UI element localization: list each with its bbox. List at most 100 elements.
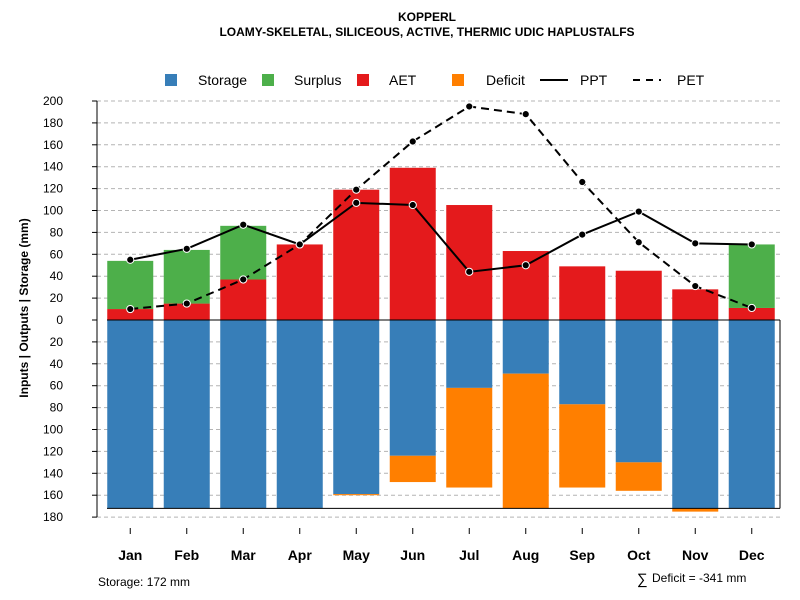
y-tick-label: 40 (50, 269, 64, 283)
legend-label-deficit: Deficit (486, 72, 525, 88)
y-tick-label: 200 (43, 94, 63, 108)
bar-deficit (389, 455, 436, 483)
legend-label-storage: Storage (198, 72, 247, 88)
point-ppt (634, 207, 643, 216)
point-ppt (691, 239, 700, 248)
point-pet (521, 110, 530, 119)
point-pet (465, 102, 474, 111)
y-tick-label: 60 (50, 247, 64, 261)
point-pet (182, 299, 191, 308)
bar-storage (615, 320, 662, 463)
point-pet (578, 177, 587, 187)
bar-deficit (615, 462, 662, 491)
point-ppt (408, 200, 417, 210)
bar-aet (559, 266, 606, 320)
y-tick-label: 160 (43, 488, 63, 502)
legend: Storage Surplus AET Deficit PPT PET (165, 72, 705, 88)
bar-aet (672, 289, 719, 320)
legend-label-ppt: PPT (580, 72, 608, 88)
legend-swatch-storage (165, 74, 177, 86)
point-ppt (126, 255, 135, 264)
deficit-sum-symbol: ∑ (637, 571, 648, 588)
y-axis-label: Inputs | Outputs | Storage (mm) (17, 218, 31, 397)
bar-aet (615, 270, 662, 320)
bar-surplus (107, 260, 154, 310)
x-tick-label-jul: Jul (459, 547, 479, 563)
legend-label-aet: AET (389, 72, 417, 88)
legend-swatch-aet (357, 74, 369, 86)
x-tick-label-feb: Feb (174, 547, 199, 563)
bar-aet (389, 167, 436, 320)
point-pet (747, 303, 756, 313)
x-tick-label-mar: Mar (231, 547, 256, 563)
point-pet (691, 281, 700, 291)
legend-swatch-deficit (452, 74, 464, 86)
series-lines (126, 102, 756, 314)
axes: 2001801601401201008060402002040608010012… (43, 94, 765, 563)
storage-footnote: Storage: 172 mm (98, 575, 190, 589)
x-tick-label-jun: Jun (400, 547, 425, 563)
bars (107, 167, 781, 512)
y-tick-label: 100 (43, 204, 63, 218)
y-tick-label: 80 (50, 225, 64, 239)
bar-surplus (220, 225, 267, 280)
point-ppt (465, 267, 474, 276)
bar-deficit (446, 387, 493, 488)
point-ppt (747, 240, 756, 249)
point-pet (239, 275, 248, 284)
y-tick-label: 160 (43, 138, 63, 152)
x-tick-label-dec: Dec (739, 547, 765, 563)
x-tick-label-sep: Sep (569, 547, 595, 563)
line-ppt (130, 201, 752, 273)
bar-storage (559, 320, 606, 405)
bar-aet (107, 309, 154, 320)
y-tick-label: 20 (50, 291, 64, 305)
point-ppt (521, 261, 530, 270)
bar-deficit (559, 404, 606, 488)
bar-aet (220, 279, 267, 320)
y-tick-label: 0 (56, 313, 63, 327)
point-pet (352, 185, 361, 194)
bar-storage (107, 320, 154, 509)
x-tick-label-apr: Apr (288, 547, 313, 563)
point-ppt (578, 230, 587, 239)
y-tick-label: 80 (50, 401, 64, 415)
x-tick-label-aug: Aug (512, 547, 539, 563)
bar-storage (446, 320, 493, 388)
legend-swatch-surplus (262, 74, 274, 86)
y-tick-label: 20 (50, 335, 64, 349)
bar-aet (163, 303, 210, 320)
x-tick-label-oct: Oct (627, 547, 651, 563)
bar-deficit (672, 508, 719, 512)
bar-storage (163, 320, 210, 509)
point-pet (408, 137, 417, 146)
y-tick-label: 140 (43, 160, 63, 174)
y-tick-label: 100 (43, 423, 63, 437)
y-tick-label: 60 (50, 379, 64, 393)
bar-surplus (728, 244, 775, 308)
bar-aet (728, 307, 775, 320)
legend-label-pet: PET (677, 72, 705, 88)
chart-subtitle: LOAMY-SKELETAL, SILICEOUS, ACTIVE, THERM… (219, 25, 634, 39)
point-ppt (352, 198, 361, 207)
bar-aet (276, 244, 323, 320)
chart-title: KOPPERL (398, 10, 456, 24)
point-pet (634, 238, 643, 247)
gridlines (97, 100, 780, 518)
bar-storage (389, 320, 436, 456)
point-ppt (182, 244, 191, 253)
point-ppt (239, 220, 248, 229)
point-pet (126, 304, 135, 314)
x-tick-label-nov: Nov (682, 547, 709, 563)
y-tick-label: 120 (43, 444, 63, 458)
bar-storage (672, 320, 719, 509)
y-tick-label: 120 (43, 182, 63, 196)
y-tick-label: 180 (43, 510, 63, 524)
bar-storage (276, 320, 323, 509)
x-tick-label-may: May (343, 547, 370, 563)
x-tick-label-jan: Jan (118, 547, 142, 563)
deficit-footnote: Deficit = -341 mm (652, 571, 746, 585)
bar-deficit (502, 373, 549, 509)
bar-surplus (163, 249, 210, 304)
bar-storage (728, 320, 775, 509)
